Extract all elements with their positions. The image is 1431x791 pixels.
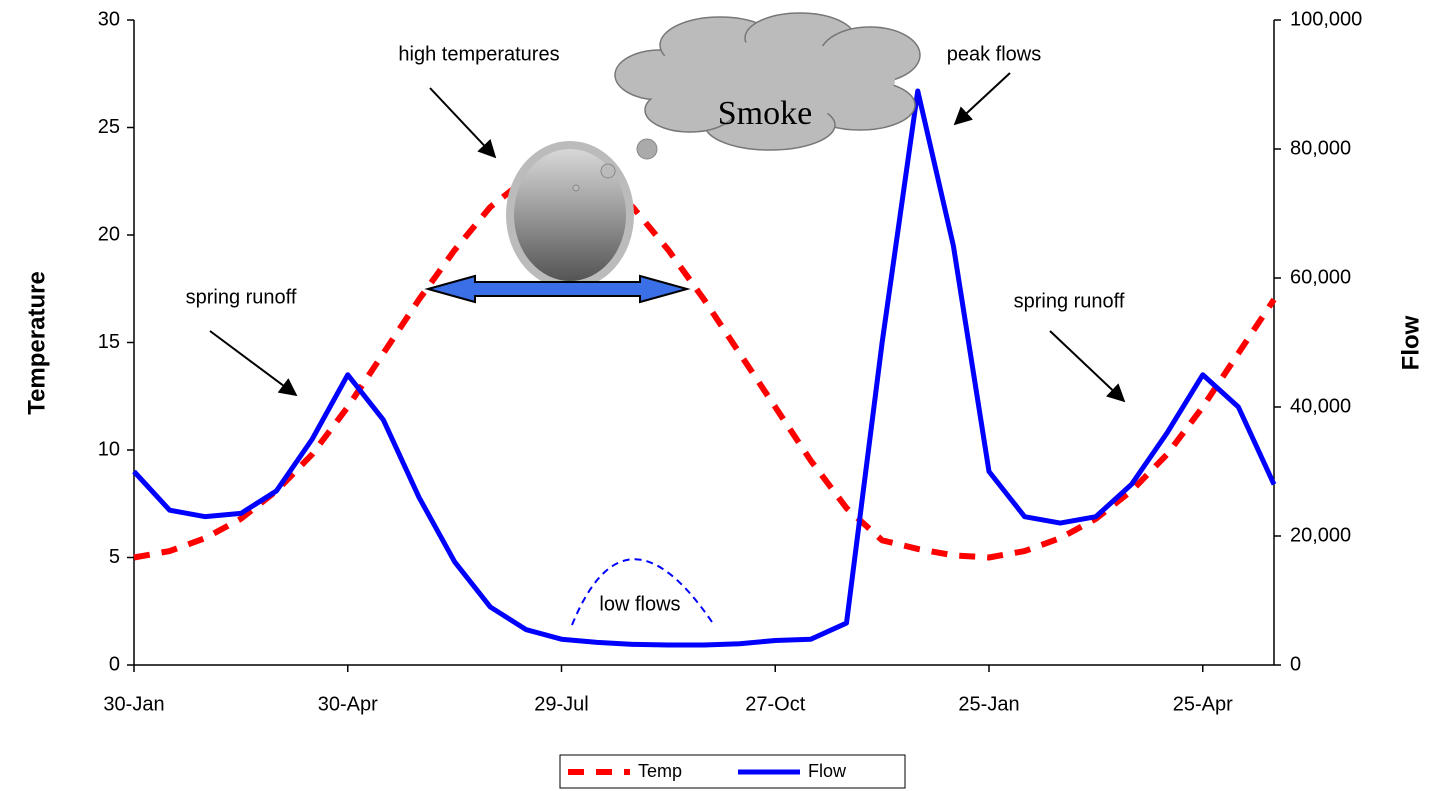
annotation: Smoke bbox=[718, 95, 812, 132]
x-tick-label: 25-Jan bbox=[958, 693, 1019, 715]
annotation: high temperatures bbox=[398, 43, 559, 65]
y2-tick-label: 60,000 bbox=[1290, 266, 1351, 288]
x-tick-label: 25-Apr bbox=[1173, 693, 1233, 715]
y2-tick-label: 100,000 bbox=[1290, 8, 1362, 30]
y2-axis-title: Flow bbox=[1397, 315, 1424, 370]
legend-label: Temp bbox=[638, 761, 682, 781]
y2-tick-label: 0 bbox=[1290, 653, 1301, 675]
legend-label: Flow bbox=[808, 761, 847, 781]
y-tick-label: 0 bbox=[109, 653, 120, 675]
y-tick-label: 10 bbox=[98, 438, 120, 460]
y2-tick-label: 40,000 bbox=[1290, 395, 1351, 417]
chart: Temperature Flow 0 5 10 15 20 25 30 0 20,000 40,0… bbox=[0, 0, 1431, 791]
bubble bbox=[573, 185, 579, 191]
bubble bbox=[601, 164, 615, 178]
y-tick-label: 25 bbox=[98, 116, 120, 138]
y-tick-label: 5 bbox=[109, 546, 120, 568]
y-tick-label: 20 bbox=[98, 223, 120, 245]
x-tick-label: 27-Oct bbox=[745, 693, 805, 715]
y-tick-label: 30 bbox=[98, 8, 120, 30]
y-axis-title: Temperature bbox=[23, 271, 50, 415]
annotation: spring runoff bbox=[186, 286, 297, 308]
annotation: peak flows bbox=[947, 43, 1042, 65]
x-tick-label: 30-Apr bbox=[318, 693, 378, 715]
y-tick-label: 15 bbox=[98, 331, 120, 353]
y2-tick-label: 20,000 bbox=[1290, 524, 1351, 546]
bubble bbox=[637, 139, 657, 159]
x-tick-label: 30-Jan bbox=[103, 693, 164, 715]
x-tick-label: 29-Jul bbox=[534, 693, 588, 715]
annotation: low flows bbox=[599, 593, 680, 615]
series-line bbox=[134, 91, 1274, 645]
decorations bbox=[210, 13, 1124, 625]
annotation: spring runoff bbox=[1014, 290, 1125, 312]
series-line bbox=[134, 171, 1274, 558]
y2-tick-label: 80,000 bbox=[1290, 137, 1351, 159]
